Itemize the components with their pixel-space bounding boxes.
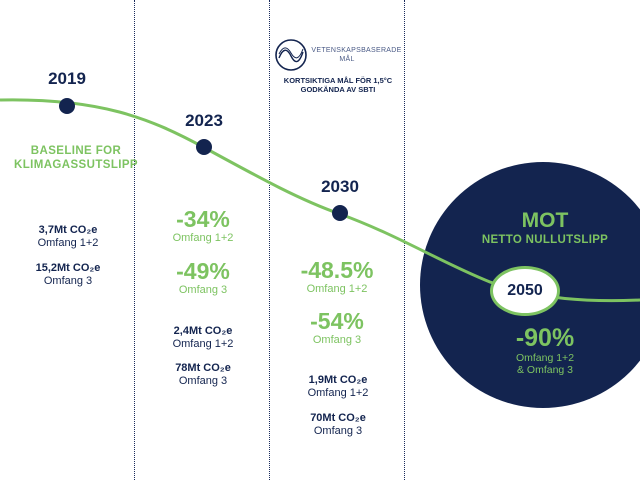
stat-value: 2,4Mt CO₂e — [173, 325, 233, 337]
reduction-2050-total: -90% Omfang 1+2 & Omfang 3 — [455, 324, 635, 377]
sbti-caption-line2: GODKÄNDA AV SBTI — [300, 85, 376, 94]
reduction-label: Omfang 3 — [178, 284, 228, 296]
column-divider-3 — [404, 0, 405, 480]
year-label-2019: 2019 — [48, 69, 86, 88]
stat-label: Omfang 1+2 — [37, 237, 99, 249]
stat-label: Omfang 3 — [178, 375, 228, 387]
stat-value: 70Mt CO₂e — [310, 412, 366, 424]
stat-2019-scope3: 15,2Mt CO₂e Omfang 3 — [8, 262, 128, 288]
reduction-label: Omfang 1+2 — [306, 283, 368, 295]
milestone-dot-2030 — [332, 205, 348, 221]
reduction-2030-scope12: -48.5% Omfang 1+2 — [277, 258, 397, 296]
stat-2023-scope3: 78Mt CO₂e Omfang 3 — [143, 362, 263, 388]
sbti-badge: VETENSKAPSBASERADE MÅL KORTSIKTIGA MÅL F… — [274, 38, 402, 94]
baseline-line2: KLIMAGASSUTSLIPP — [14, 159, 138, 171]
reduction-value: -34% — [176, 206, 230, 232]
column-divider-1 — [134, 0, 135, 480]
stat-2023-scope12: 2,4Mt CO₂e Omfang 1+2 — [143, 325, 263, 351]
reduction-value: -48.5% — [300, 257, 374, 283]
reduction-2023-scope12: -34% Omfang 1+2 — [143, 207, 263, 245]
year-badge-2050: 2050 — [490, 266, 560, 316]
stat-2030-scope12: 1,9Mt CO₂e Omfang 1+2 — [278, 374, 398, 400]
sbti-caption-line1: KORTSIKTIGA MÅL FÖR 1,5°C — [283, 76, 393, 85]
stat-value: 78Mt CO₂e — [175, 362, 231, 374]
stat-value: 3,7Mt CO₂e — [38, 224, 98, 236]
sbti-name-line1: VETENSKAPSBASERADE — [311, 47, 402, 54]
sbti-name-line2: MÅL — [339, 56, 355, 63]
reduction-label-line1: Omfang 1+2 — [515, 352, 575, 364]
sbti-caption: KORTSIKTIGA MÅL FÖR 1,5°C GODKÄNDA AV SB… — [274, 76, 402, 94]
baseline-label: BASELINE FOR KLIMAGASSUTSLIPP — [6, 144, 146, 172]
milestone-dot-2023 — [196, 139, 212, 155]
reduction-value: -49% — [176, 258, 230, 284]
reduction-label-line2: & Omfang 3 — [516, 364, 574, 376]
net-zero-heading: MOT NETTO NULLUTSLIPP — [460, 210, 630, 247]
sbti-wave-icon — [275, 39, 308, 71]
baseline-line1: BASELINE FOR — [30, 145, 122, 157]
net-zero-title: MOT — [521, 209, 569, 232]
stat-label: Omfang 3 — [43, 275, 93, 287]
reduction-label: Omfang 3 — [312, 334, 362, 346]
stat-label: Omfang 3 — [313, 425, 363, 437]
sbti-logo: VETENSKAPSBASERADE MÅL — [274, 38, 402, 72]
milestone-dot-2019 — [59, 98, 75, 114]
stat-label: Omfang 1+2 — [172, 338, 234, 350]
reduction-2030-scope3: -54% Omfang 3 — [277, 309, 397, 347]
stat-value: 1,9Mt CO₂e — [308, 374, 368, 386]
stat-2030-scope3: 70Mt CO₂e Omfang 3 — [278, 412, 398, 438]
year-label-2023: 2023 — [185, 111, 223, 130]
stat-value: 15,2Mt CO₂e — [35, 262, 101, 274]
reduction-value: -90% — [515, 324, 575, 352]
reduction-value: -54% — [310, 308, 364, 334]
year-label-2030: 2030 — [321, 177, 359, 196]
stat-label: Omfang 1+2 — [307, 387, 369, 399]
sbti-name: VETENSKAPSBASERADE MÅL — [311, 46, 401, 64]
reduction-label: Omfang 1+2 — [172, 232, 234, 244]
stat-2019-scope12: 3,7Mt CO₂e Omfang 1+2 — [8, 224, 128, 250]
reduction-2023-scope3: -49% Omfang 3 — [143, 259, 263, 297]
net-zero-subtitle: NETTO NULLUTSLIPP — [481, 234, 609, 246]
column-divider-2 — [269, 0, 270, 480]
